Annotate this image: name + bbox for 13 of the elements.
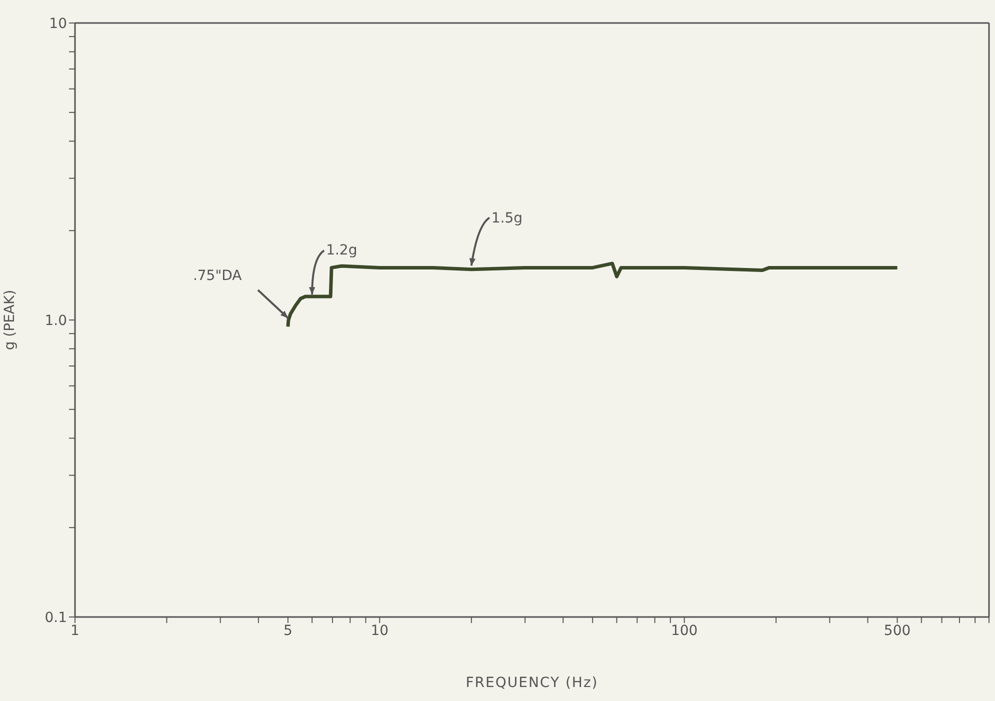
y-axis-title: g (PEAK) [2,290,18,350]
x-tick-label: 5 [283,622,292,639]
y-tick-label: 0.1 [44,610,67,626]
annotation: 1.5g [491,210,523,227]
y-tick-label: 10 [49,16,67,32]
y-tick-label: 1.0 [44,312,67,329]
x-tick-label: 100 [670,622,698,639]
annotation: .75"DA [192,268,242,284]
x-axis-title: FREQUENCY (Hz) [466,675,598,691]
x-tick-label: 500 [884,622,911,639]
x-tick-label: 10 [370,622,389,639]
annotation: 1.2g [326,242,358,258]
x-tick-label: 1 [70,622,80,639]
